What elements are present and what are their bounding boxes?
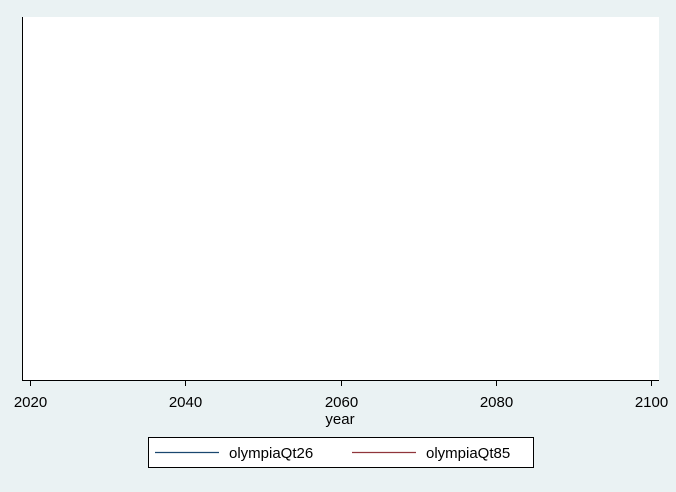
legend: olympiaQt26 olympiaQt85	[148, 437, 534, 468]
plot-area	[22, 17, 659, 380]
x-axis-ticks: 2020 2040 2060 2080 2100	[14, 380, 668, 411]
legend-label-olympiaqt26: olympiaQt26	[229, 445, 313, 462]
x-tick-label-2040: 2040	[169, 394, 202, 411]
legend-box	[148, 437, 534, 468]
x-tick-label-2100: 2100	[635, 394, 668, 411]
x-tick-label-2080: 2080	[480, 394, 513, 411]
legend-label-olympiaqt85: olympiaQt85	[426, 445, 510, 462]
x-tick-label-2020: 2020	[14, 394, 47, 411]
x-axis-title: year	[325, 411, 354, 428]
x-tick-label-2060: 2060	[325, 394, 358, 411]
